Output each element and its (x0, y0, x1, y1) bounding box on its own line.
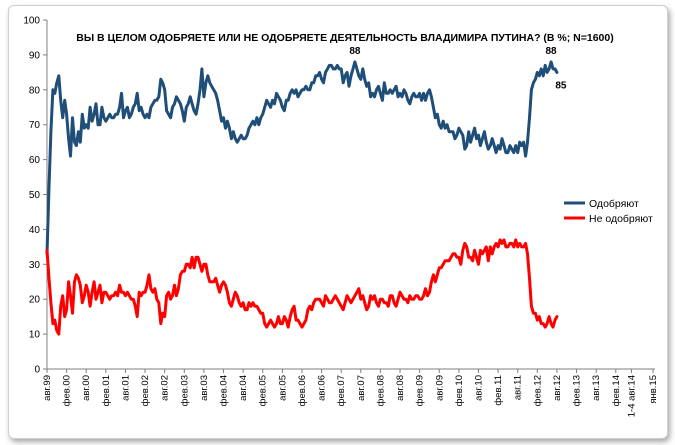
x-tick-label: авг.99 (42, 375, 53, 401)
data-label: 88 (349, 46, 361, 57)
x-tick-label: фев.14 (611, 375, 622, 406)
x-tick-label: авг.10 (473, 375, 484, 401)
chart-title: ВЫ В ЦЕЛОМ ОДОБРЯЕТЕ ИЛИ НЕ ОДОБРЯЕТЕ ДЕ… (76, 32, 613, 44)
x-tick-label: авг.02 (160, 375, 171, 401)
x-tick-label: фев.02 (140, 375, 151, 406)
x-tick-label: фев.05 (258, 375, 269, 406)
y-tick-label: 30 (29, 260, 41, 271)
y-tick-label: 50 (29, 190, 41, 201)
x-tick-label: авг.03 (199, 375, 210, 401)
x-tick-label: фев.04 (219, 375, 230, 406)
data-label: 85 (555, 80, 567, 91)
x-tick-label: авг.05 (277, 375, 288, 401)
series-line-0 (45, 60, 559, 256)
y-tick-label: 80 (29, 85, 41, 96)
x-tick-label: авг.08 (395, 375, 406, 401)
x-tick-label: фев.07 (336, 375, 347, 406)
x-tick-label: фев.08 (375, 375, 386, 406)
x-tick-label: фев.12 (532, 375, 543, 406)
y-axis-ticks: 0 10 20 30 40 50 60 70 80 90 100 (23, 16, 47, 376)
x-tick-label: фев.00 (62, 375, 73, 406)
y-tick-label: 10 (29, 330, 41, 341)
x-tick-label: авг.07 (356, 375, 367, 401)
x-tick-label: авг.11 (513, 375, 524, 400)
x-axis-ticks: авг.99 фев.00 авг.00 фев.01 авг.01 фев.02 авг.… (42, 369, 659, 417)
x-tick-label: фев.11 (493, 375, 504, 406)
y-tick-label: 0 (34, 365, 40, 376)
x-tick-label: авг.09 (434, 375, 445, 401)
y-tick-label: 60 (29, 155, 41, 166)
legend-label: Не одобряют (589, 213, 653, 225)
x-tick-label: авг.01 (120, 375, 131, 401)
y-tick-label: 90 (29, 50, 41, 61)
series-line-1 (45, 238, 559, 336)
x-tick-label: фев.09 (415, 375, 426, 406)
x-tick-label: авг.04 (238, 375, 249, 401)
x-tick-label: фев.01 (101, 375, 112, 406)
data-label: 88 (545, 46, 557, 57)
x-tick-label: авг.13 (591, 375, 602, 401)
y-tick-label: 20 (29, 295, 41, 306)
y-tick-label: 40 (29, 225, 41, 236)
y-tick-label: 100 (23, 16, 40, 27)
legend-label: Одобряют (589, 198, 639, 210)
x-tick-label: фев.10 (454, 375, 465, 406)
data-annotations: 88 88 85 (349, 46, 567, 91)
x-tick-label: фев.06 (297, 375, 308, 406)
x-tick-label: авг.00 (81, 375, 92, 401)
chart-legend: Одобряют Не одобряют (564, 198, 653, 225)
x-tick-label: авг.12 (552, 375, 563, 401)
y-tick-label: 70 (29, 120, 41, 131)
x-tick-label: янв.15 (648, 375, 659, 404)
x-tick-label: 1-4 авг.14 (626, 375, 637, 417)
chart-frame (8, 5, 668, 439)
x-tick-label: фев.13 (572, 375, 583, 406)
x-tick-label: фев.03 (179, 375, 190, 406)
x-tick-label: авг.06 (317, 375, 328, 401)
series-lines (45, 60, 559, 336)
